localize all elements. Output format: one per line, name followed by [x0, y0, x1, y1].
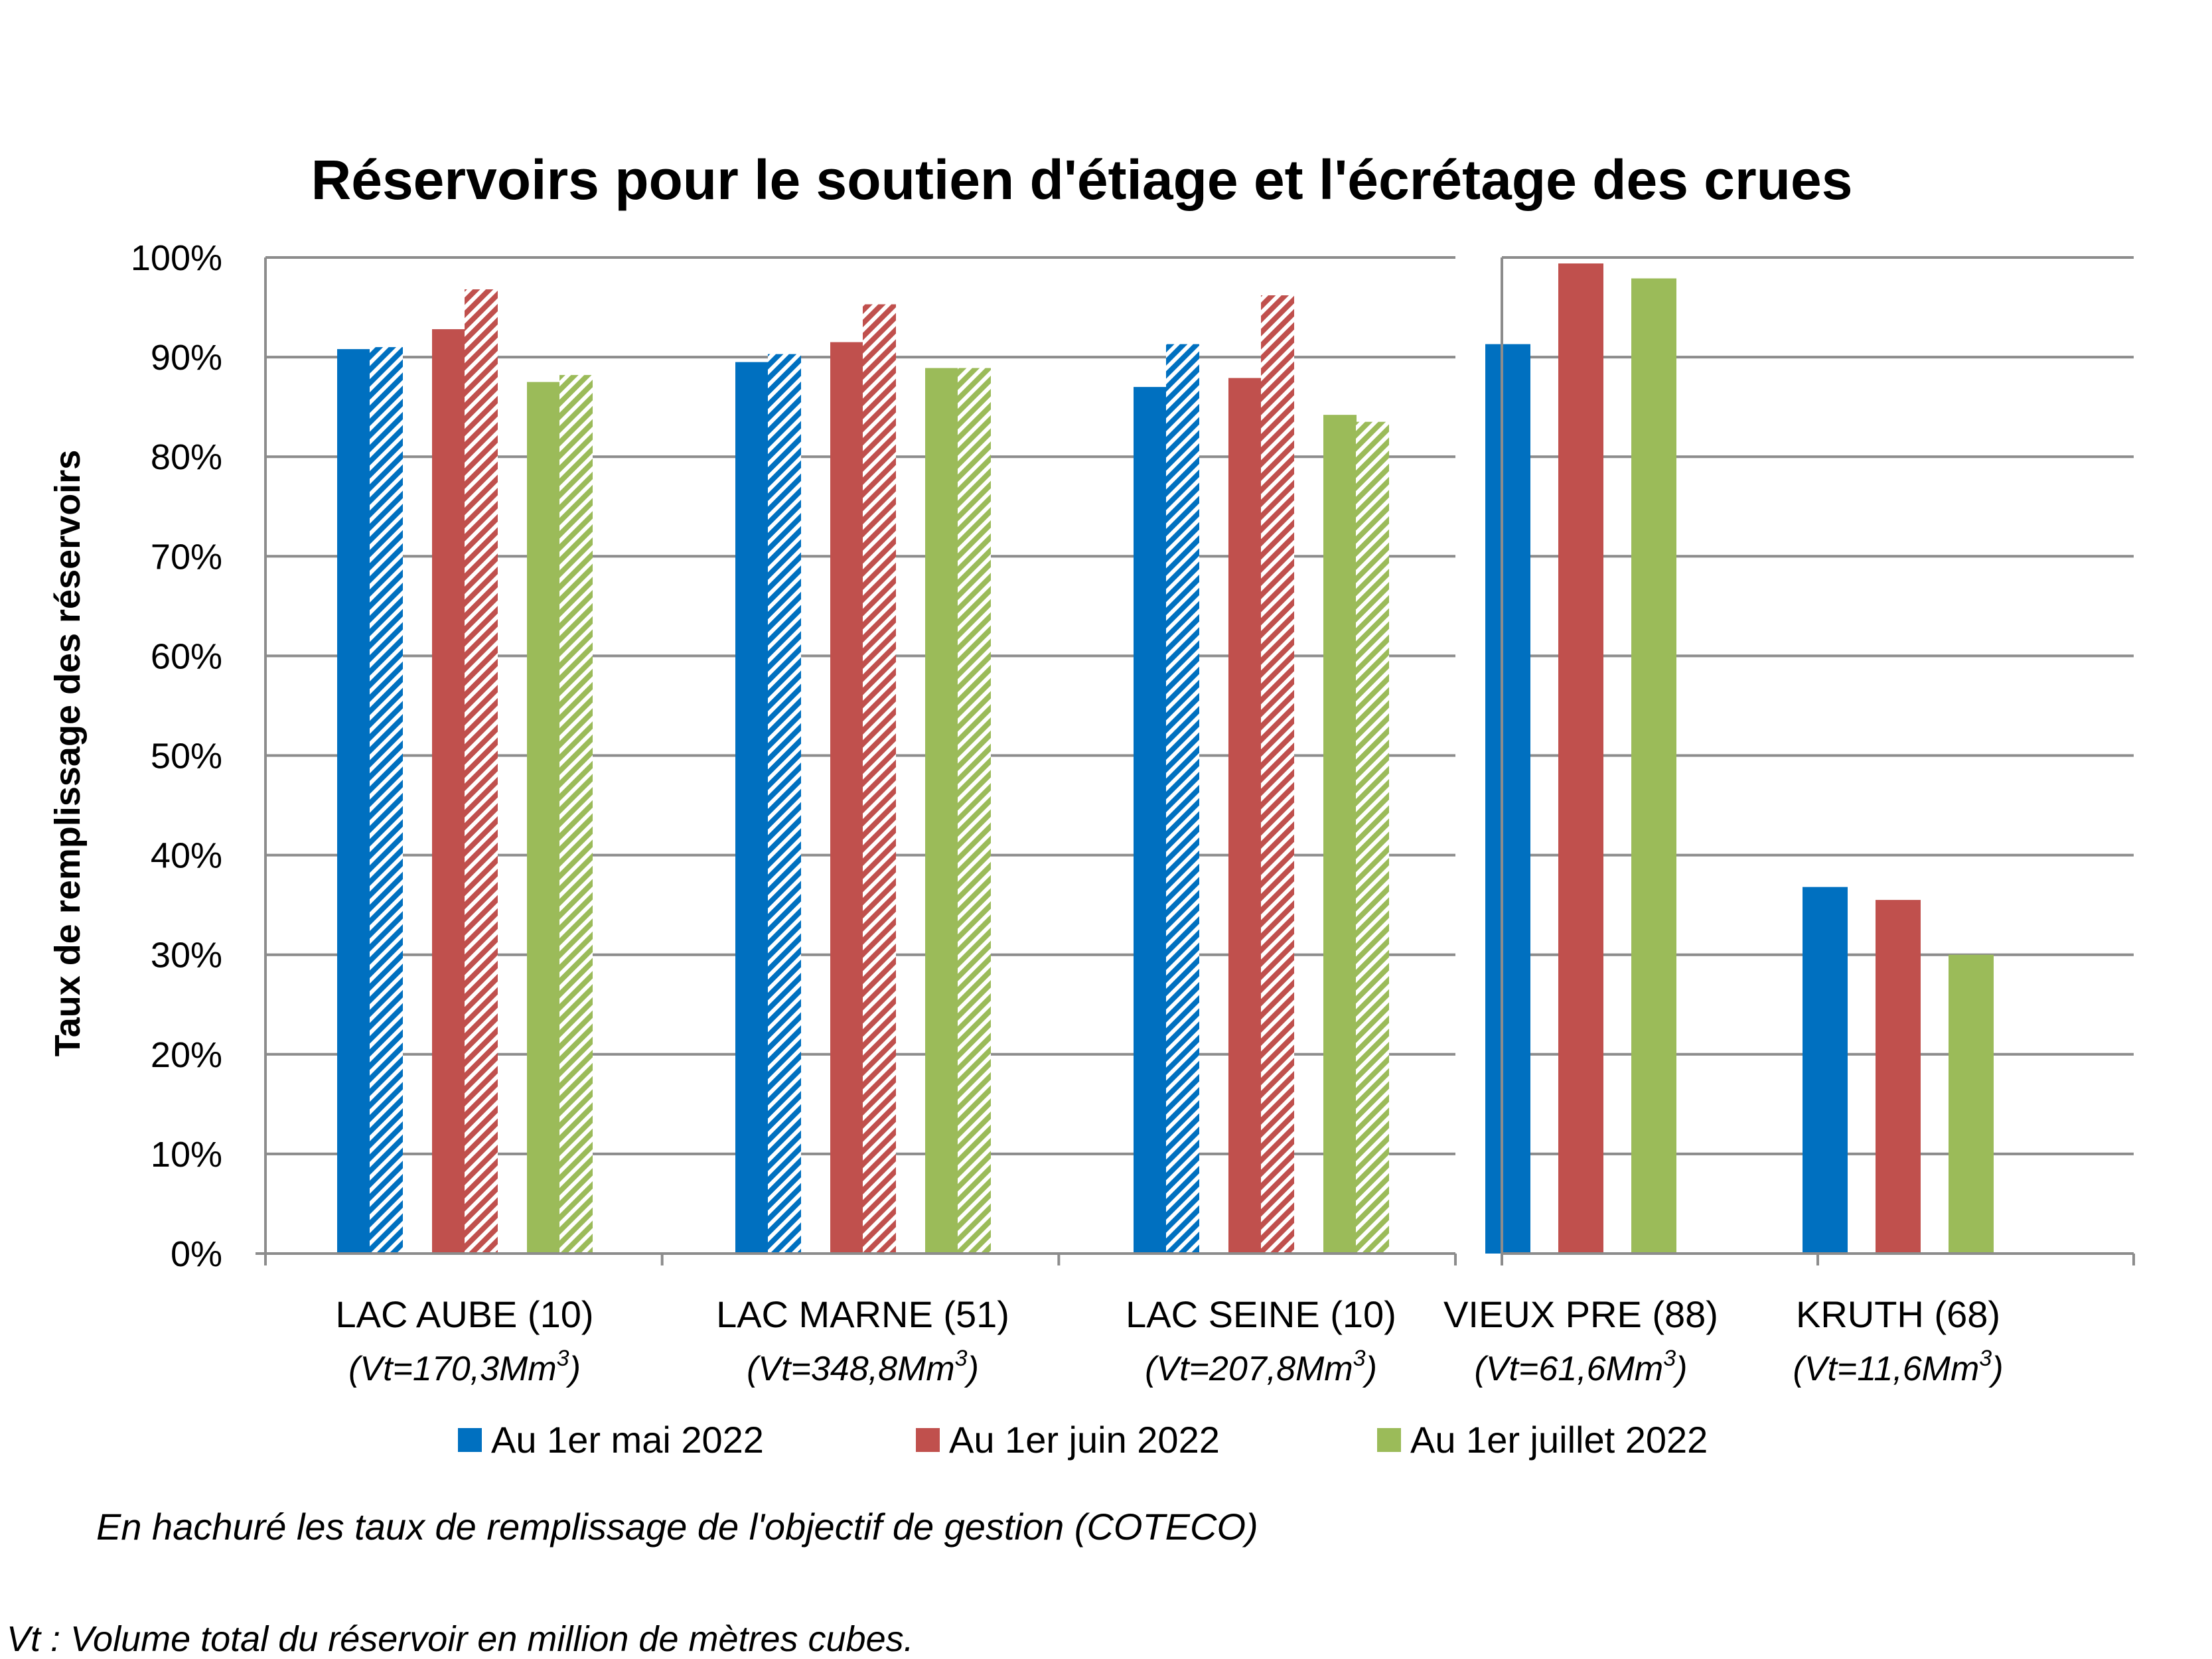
category-label: VIEUX PRE (88) — [1443, 1293, 1718, 1335]
category-label: LAC SEINE (10) — [1126, 1293, 1396, 1335]
y-tick-label: 70% — [151, 537, 222, 577]
y-tick-label: 80% — [151, 437, 222, 477]
bars — [337, 263, 1994, 1254]
axes — [256, 257, 2135, 1265]
legend-swatch — [458, 1428, 482, 1452]
bar-objective — [1261, 295, 1294, 1254]
category-label: KRUTH (68) — [1796, 1293, 2000, 1335]
y-tick-label: 50% — [151, 737, 222, 776]
bar-actual — [925, 368, 958, 1254]
bar-actual — [1228, 378, 1262, 1254]
legend-item: Au 1er juillet 2022 — [1377, 1419, 1708, 1461]
y-tick-label: 100% — [131, 238, 222, 278]
y-tick-label: 30% — [151, 936, 222, 975]
bar-actual — [1949, 954, 1994, 1254]
category-label: LAC MARNE (51) — [716, 1293, 1009, 1335]
legend-label: Au 1er juin 2022 — [949, 1419, 1220, 1461]
bar-actual — [1803, 887, 1848, 1254]
legend-label: Au 1er juillet 2022 — [1410, 1419, 1708, 1461]
bar-actual — [1134, 387, 1167, 1254]
bar-actual — [1631, 278, 1676, 1254]
category-volume-label: (Vt=348,8Mm3) — [747, 1346, 979, 1388]
bar-actual — [1558, 263, 1603, 1254]
y-axis-label: Taux de remplissage des réservoirs — [48, 450, 88, 1056]
legend: Au 1er mai 2022 Au 1er juin 2022 Au 1er ju… — [458, 1419, 1708, 1461]
bar-actual — [337, 349, 370, 1254]
bar-actual — [1876, 900, 1921, 1254]
category-volume-label: (Vt=170,3Mm3) — [348, 1346, 581, 1388]
bar-actual — [735, 362, 769, 1254]
chart-title: Réservoirs pour le soutien d'étiage et l… — [311, 149, 1853, 211]
y-tick-label: 0% — [171, 1234, 222, 1274]
y-tick-label: 90% — [151, 338, 222, 378]
bar-actual — [1323, 415, 1357, 1254]
bar-actual — [432, 329, 465, 1254]
bar-objective — [863, 304, 896, 1254]
category-volume-label: (Vt=11,6Mm3) — [1793, 1346, 2003, 1388]
category-volume-label: (Vt=207,8Mm3) — [1145, 1346, 1377, 1388]
bar-objective — [768, 354, 801, 1254]
legend-label: Au 1er mai 2022 — [491, 1419, 764, 1461]
y-tick-label: 60% — [151, 636, 222, 676]
legend-item: Au 1er juin 2022 — [916, 1419, 1220, 1461]
y-tick-label: 20% — [151, 1035, 222, 1075]
bar-objective — [559, 375, 593, 1254]
y-tick-labels: 0% 10% 20% 30% 40% 50% 60% 70% 80% 90% 100% — [131, 238, 222, 1274]
bar-objective — [465, 289, 498, 1254]
legend-item: Au 1er mai 2022 — [458, 1419, 764, 1461]
category-volume-label: (Vt=61,6Mm3) — [1475, 1346, 1688, 1388]
legend-swatch — [1377, 1428, 1401, 1452]
bar-actual — [1485, 344, 1530, 1254]
bar-actual — [830, 342, 863, 1254]
bar-objective — [1166, 344, 1199, 1254]
bar-actual — [527, 382, 560, 1254]
category-label: LAC AUBE (10) — [335, 1293, 593, 1335]
bar-objective — [958, 368, 991, 1254]
y-tick-label: 40% — [151, 836, 222, 876]
hatch-note: En hachuré les taux de remplissage de l'… — [96, 1506, 1258, 1548]
category-labels: LAC AUBE (10) (Vt=170,3Mm3) LAC MARNE (51)… — [335, 1293, 2003, 1388]
y-tick-label: 10% — [151, 1135, 222, 1175]
legend-swatch — [916, 1428, 940, 1452]
bar-objective — [1356, 421, 1389, 1254]
vt-note: Vt : Volume total du réservoir en millio… — [7, 1619, 914, 1659]
bar-objective — [370, 347, 403, 1254]
